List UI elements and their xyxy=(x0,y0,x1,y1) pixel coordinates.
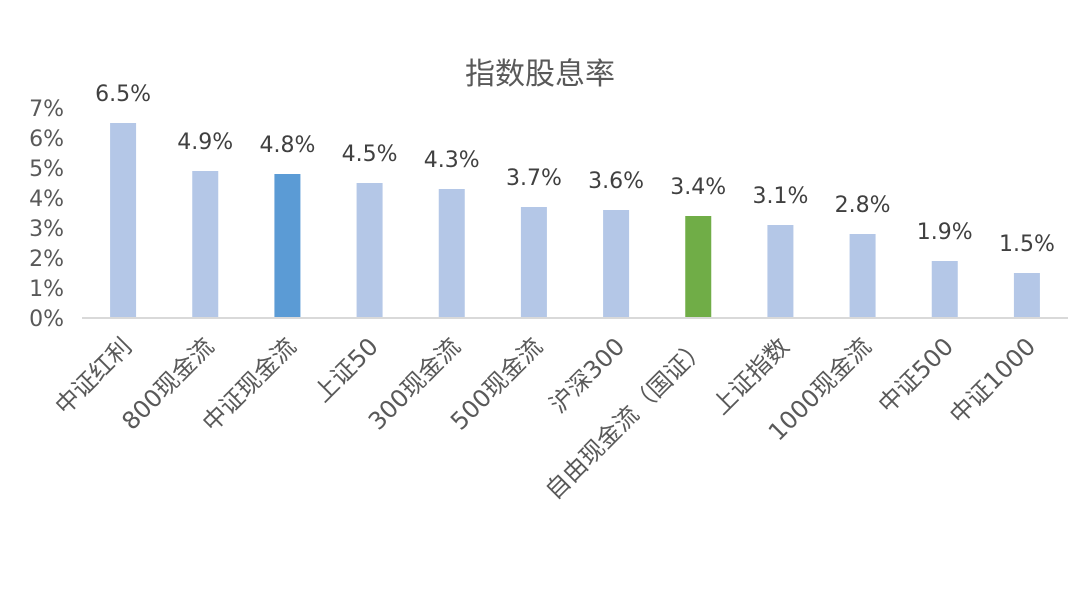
data-label: 3.7% xyxy=(506,166,562,191)
data-labels: 6.5% 4.9% 4.8% 4.5% 4.3% 3.7% 3.6% 3.4% 3.1% 2.8%… xyxy=(95,82,1055,257)
bar xyxy=(356,183,383,318)
bar xyxy=(192,171,219,318)
data-label: 1.5% xyxy=(999,232,1055,257)
data-label: 4.3% xyxy=(424,148,480,173)
bar xyxy=(767,225,794,318)
bar xyxy=(110,123,137,318)
x-tick-label: 中证500 xyxy=(873,332,959,418)
y-tick-label: 5% xyxy=(29,157,64,182)
bar xyxy=(685,216,712,318)
data-label: 3.6% xyxy=(588,169,644,194)
x-tick-label: 上证50 xyxy=(308,332,383,407)
y-axis: 0% 1% 2% 3% 4% 5% 6% 7% xyxy=(29,97,64,332)
y-tick-label: 3% xyxy=(29,217,64,242)
bar xyxy=(849,234,876,318)
data-label: 3.1% xyxy=(752,184,808,209)
bar xyxy=(931,261,958,318)
y-tick-label: 6% xyxy=(29,127,64,152)
data-label: 4.9% xyxy=(177,130,233,155)
bar xyxy=(520,207,547,318)
data-label: 3.4% xyxy=(670,175,726,200)
y-tick-label: 4% xyxy=(29,187,64,212)
chart-title: 指数股息率 xyxy=(465,57,615,92)
y-tick-label: 7% xyxy=(29,97,64,122)
data-label: 4.8% xyxy=(259,133,315,158)
y-tick-label: 1% xyxy=(29,277,64,302)
bar xyxy=(603,210,630,318)
data-label: 1.9% xyxy=(917,220,973,245)
bars xyxy=(110,123,1040,318)
x-tick-label: 沪深300 xyxy=(544,332,630,418)
bar xyxy=(438,189,465,318)
data-label: 2.8% xyxy=(835,193,891,218)
bar xyxy=(1013,273,1040,318)
bar xyxy=(274,174,301,318)
x-tick-label: 中证1000 xyxy=(944,332,1041,429)
y-tick-label: 2% xyxy=(29,247,64,272)
data-label: 4.5% xyxy=(342,142,398,167)
y-tick-label: 0% xyxy=(29,307,64,332)
x-tick-label: 自由现金流（国证） xyxy=(540,332,713,505)
data-label: 6.5% xyxy=(95,82,151,107)
